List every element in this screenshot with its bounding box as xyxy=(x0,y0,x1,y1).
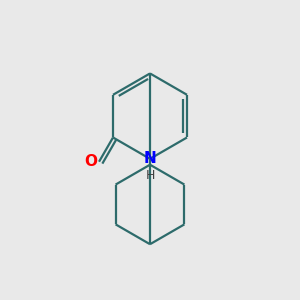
Text: H: H xyxy=(145,169,155,182)
Text: N: N xyxy=(144,151,156,166)
Text: O: O xyxy=(85,154,98,169)
